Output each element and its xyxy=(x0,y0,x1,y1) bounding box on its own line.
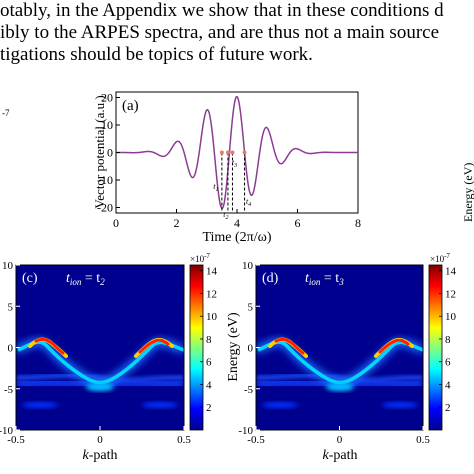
left-margin-label: -7 xyxy=(2,108,10,118)
a-ytick-label: 10 xyxy=(101,118,113,132)
time-label-3: t3 xyxy=(232,158,237,169)
a-xtick-label: 8 xyxy=(355,216,361,230)
colorbar-c: ×10-7 14 12 10 8 6 4 2 xyxy=(189,252,218,431)
heat-ytick-label: 5 xyxy=(248,301,254,313)
colorbar-tick-label: 8 xyxy=(445,334,451,346)
panel-a-ylabel: Vector potential (a.u.) xyxy=(92,95,107,208)
colorbar-tick-label: 14 xyxy=(445,266,457,278)
colorbar-tick-label: 14 xyxy=(206,266,218,278)
heat-ytick-label: 10 xyxy=(242,260,254,272)
colorbar-tick-label: 6 xyxy=(206,357,212,369)
heat-ytick-label: 0 xyxy=(248,343,254,355)
paper-text-line-3: tigations should be topics of future wor… xyxy=(0,44,313,65)
colorbar-tick-label: 4 xyxy=(206,379,212,391)
paper-text-line-1: otably, in the Appendix we show that in … xyxy=(0,0,444,21)
time-marker-3 xyxy=(230,150,235,155)
colorbar-tick-label: 4 xyxy=(445,379,451,391)
a-xtick-label: 6 xyxy=(295,216,301,230)
colorbar-tick-label: 8 xyxy=(206,334,212,346)
panel-c-label: (c) xyxy=(22,271,38,286)
colorbar-tick-label: 12 xyxy=(206,288,217,300)
colorbar-tick-label: 10 xyxy=(445,311,457,323)
colorbar-tick-label: 6 xyxy=(445,357,451,369)
colorbar-c-bar xyxy=(189,264,204,431)
cut-right-ylabel: Energy (eV) xyxy=(461,163,474,222)
panel-a-label: (a) xyxy=(122,98,139,114)
colorbar-tick-label: 2 xyxy=(445,402,451,414)
panel-d-ylabel: Energy (eV) xyxy=(226,312,241,382)
panel-a: 0 2 4 6 8 20 10 0 -10 -20 (a) Time (2π/ω) Vector… xyxy=(92,91,474,246)
time-marker-4 xyxy=(242,150,247,155)
heat-ytick-label: -5 xyxy=(244,384,254,396)
heat-ytick-label: 10 xyxy=(2,260,14,272)
heat-xtick-label: 0.5 xyxy=(177,434,191,446)
colorbar-c-exponent: ×10-7 xyxy=(190,252,210,264)
panel-c-xlabel: k-path xyxy=(83,448,118,463)
colorbar-tick-label: 2 xyxy=(206,402,212,414)
paper-text-line-2: ibly to the ARPES spectra, and are thus … xyxy=(0,22,440,43)
heat-xtick-label: -0.5 xyxy=(247,434,265,446)
heat-ytick-label: -10 xyxy=(0,425,13,437)
a-xtick-label: 0 xyxy=(113,216,119,230)
a-ytick-label: -20 xyxy=(97,201,113,215)
colorbar-tick-label: 10 xyxy=(206,311,218,323)
heat-ytick-label: -5 xyxy=(4,384,14,396)
time-label-1: t1 xyxy=(213,182,218,193)
time-label-2: t2 xyxy=(223,210,228,221)
heat-xtick-label: 0 xyxy=(97,434,103,446)
heat-ytick-label: 0 xyxy=(8,343,14,355)
vector-potential-curve xyxy=(116,95,358,210)
colorbar-d-bar xyxy=(428,264,443,431)
heat-ytick-label: 5 xyxy=(8,301,14,313)
colorbar-d-exponent: ×10-7 xyxy=(430,252,450,264)
panel-c-title: tion = t2 xyxy=(66,271,105,287)
heat-xtick-label: 0.5 xyxy=(416,434,430,446)
a-ytick-label: -10 xyxy=(97,173,113,187)
panel-d-xlabel: k-path xyxy=(323,448,358,463)
heat-xtick-label: 0 xyxy=(337,434,343,446)
panel-d-title: tion = t3 xyxy=(305,271,344,287)
a-ytick-label: 20 xyxy=(101,91,113,105)
panel-c: -0.5 0 0.5 10 5 0 -5 -10 (c) tion = t2 k-path xyxy=(0,260,191,463)
time-marker-1 xyxy=(219,150,224,155)
heat-xtick-label: -0.5 xyxy=(7,434,25,446)
time-label-4: t4 xyxy=(246,197,251,208)
time-marker-2 xyxy=(225,150,230,155)
panel-d-label: (d) xyxy=(262,271,279,286)
colorbar-d: ×10-7 14 12 10 8 6 4 2 xyxy=(428,252,457,431)
heatmap-d-image xyxy=(256,337,423,408)
heat-ytick-label: -10 xyxy=(238,425,253,437)
colorbar-tick-label: 12 xyxy=(445,288,456,300)
a-xtick-label: 2 xyxy=(174,216,180,230)
a-ytick-label: 0 xyxy=(107,146,113,160)
a-xtick-label: 4 xyxy=(234,216,240,230)
heatmap-c-image xyxy=(16,337,184,408)
panel-a-xlabel: Time (2π/ω) xyxy=(202,230,271,245)
